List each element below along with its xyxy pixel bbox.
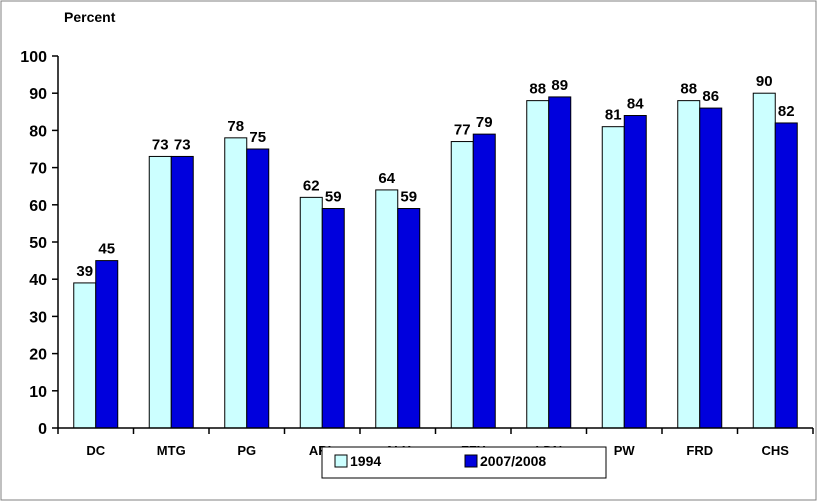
y-tick-label: 60 xyxy=(29,198,47,215)
y-tick-label: 30 xyxy=(29,309,47,326)
y-tick-label: 10 xyxy=(29,384,47,401)
y-tick-label: 70 xyxy=(29,161,47,178)
bar-frd-2007-2008 xyxy=(700,108,722,428)
data-label: 39 xyxy=(76,263,93,280)
bar-ffx-1994 xyxy=(451,142,473,428)
data-label: 88 xyxy=(680,81,697,98)
data-label: 88 xyxy=(529,81,546,98)
data-label: 73 xyxy=(174,136,191,153)
bar-arl-1994 xyxy=(300,197,322,428)
y-tick-label: 100 xyxy=(20,49,47,66)
legend: 1994 2007/2008 xyxy=(322,447,606,478)
data-label: 81 xyxy=(605,107,622,124)
bar-pg-1994 xyxy=(225,138,247,428)
data-label: 73 xyxy=(152,136,169,153)
y-tick-label: 20 xyxy=(29,347,47,364)
bar-arl-2007-2008 xyxy=(322,209,344,428)
x-tick-label: MTG xyxy=(157,443,186,458)
bar-alx-1994 xyxy=(376,190,398,428)
x-tick-label: FRD xyxy=(686,443,713,458)
data-label: 45 xyxy=(98,241,115,258)
data-label: 62 xyxy=(303,177,320,194)
data-label: 82 xyxy=(778,103,795,120)
bar-chs-1994 xyxy=(753,93,775,428)
data-label: 79 xyxy=(476,114,493,131)
bar-dc-2007-2008 xyxy=(96,261,118,428)
bar-frd-1994 xyxy=(678,101,700,428)
bar-pw-2007-2008 xyxy=(624,116,646,428)
legend-swatch-2007-2008 xyxy=(465,455,477,467)
bar-ldn-1994 xyxy=(527,101,549,428)
data-label: 75 xyxy=(249,129,266,146)
bar-pw-1994 xyxy=(602,127,624,428)
data-label: 77 xyxy=(454,122,471,139)
legend-label-2007-2008: 2007/2008 xyxy=(480,453,546,469)
x-tick-label: PW xyxy=(614,443,636,458)
bar-mtg-1994 xyxy=(149,156,171,428)
data-label: 64 xyxy=(378,170,395,187)
x-tick-label: DC xyxy=(86,443,105,458)
bar-ldn-2007-2008 xyxy=(549,97,571,428)
x-tick-label: CHS xyxy=(762,443,790,458)
y-tick-label: 90 xyxy=(29,86,47,103)
data-label: 84 xyxy=(627,96,644,113)
y-axis-label: Percent xyxy=(64,9,116,25)
data-label: 59 xyxy=(325,189,342,206)
data-label: 78 xyxy=(227,118,244,135)
data-label: 59 xyxy=(400,189,417,206)
bar-chs-2007-2008 xyxy=(775,123,797,428)
bar-mtg-2007-2008 xyxy=(171,156,193,428)
y-tick-label: 40 xyxy=(29,272,47,289)
y-tick-label: 50 xyxy=(29,235,47,252)
legend-swatch-1994 xyxy=(335,455,347,467)
data-label: 86 xyxy=(702,88,719,105)
bar-ffx-2007-2008 xyxy=(473,134,495,428)
y-tick-label: 0 xyxy=(38,421,47,438)
bar-dc-1994 xyxy=(74,283,96,428)
x-tick-label: PG xyxy=(237,443,256,458)
data-label: 90 xyxy=(756,73,773,90)
legend-label-1994: 1994 xyxy=(350,453,381,469)
bar-pg-2007-2008 xyxy=(247,149,269,428)
data-label: 89 xyxy=(551,77,568,94)
y-tick-label: 80 xyxy=(29,123,47,140)
bar-alx-2007-2008 xyxy=(398,209,420,428)
